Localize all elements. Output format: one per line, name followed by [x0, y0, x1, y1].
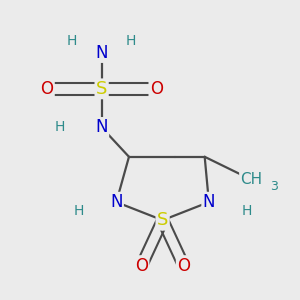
Text: H: H [242, 204, 252, 218]
Text: O: O [177, 256, 190, 274]
Text: N: N [202, 193, 215, 211]
Text: H: H [73, 204, 84, 218]
Text: O: O [135, 256, 148, 274]
Text: N: N [95, 118, 108, 136]
Text: O: O [150, 80, 163, 98]
Text: CH: CH [240, 172, 262, 187]
Text: H: H [67, 34, 77, 48]
Text: N: N [95, 44, 108, 62]
Text: H: H [126, 34, 136, 48]
Text: H: H [54, 120, 65, 134]
Text: S: S [157, 211, 168, 229]
Text: S: S [96, 80, 107, 98]
Text: N: N [110, 193, 123, 211]
Text: 3: 3 [270, 180, 278, 193]
Text: O: O [40, 80, 53, 98]
